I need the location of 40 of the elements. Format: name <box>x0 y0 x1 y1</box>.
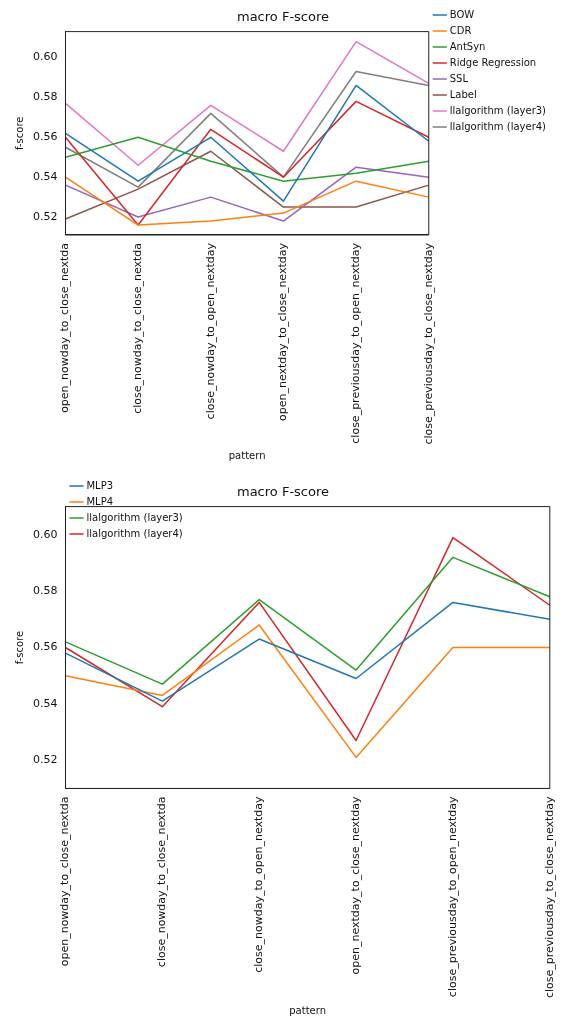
legend-label: CDR <box>449 24 472 36</box>
legend-label: Label <box>449 88 477 100</box>
legend-label: llalgorithm (layer4) <box>86 527 183 539</box>
x-tick-label: open_nowday_to_close_nextda <box>58 243 72 413</box>
y-tick-label: 0.54 <box>32 696 58 710</box>
legend-label: Ridge Regression <box>449 56 537 68</box>
y-tick-label: 0.56 <box>32 130 58 144</box>
legend-label: BOW <box>449 8 475 20</box>
x-tick-label: close_previousday_to_close_nextday <box>542 795 556 999</box>
y-axis-title: f-score <box>13 116 25 151</box>
legend-label: llalgorithm (layer3) <box>86 511 183 523</box>
x-tick-label: open_nextday_to_close_nextday <box>276 242 290 422</box>
x-tick-label: close_nowday_to_open_nextday <box>252 795 266 973</box>
y-axis-title: f-score <box>13 630 25 665</box>
x-tick-label: close_previousday_to_open_nextday <box>348 242 362 444</box>
y-tick-label: 0.58 <box>32 584 58 598</box>
x-tick-label: close_previousday_to_open_nextday <box>445 795 459 998</box>
legend-label: MLP3 <box>86 479 114 491</box>
y-tick-label: 0.52 <box>32 753 58 767</box>
x-tick-label: open_nowday_to_close_nextda <box>58 796 72 967</box>
legend-label: llalgorithm (layer3) <box>449 104 547 116</box>
chart-title: macro F-score <box>236 484 330 500</box>
legend-label: MLP4 <box>86 495 114 507</box>
x-tick-label: close_nowday_to_open_nextday <box>203 242 217 420</box>
y-tick-label: 0.54 <box>32 170 58 184</box>
y-tick-label: 0.58 <box>32 90 58 104</box>
x-tick-label: open_nextday_to_close_nextday <box>348 795 362 975</box>
legend-label: SSL <box>449 72 469 84</box>
x-axis-title: pattern <box>228 449 266 461</box>
x-tick-label: close_previousday_to_close_nextday <box>421 242 435 445</box>
y-tick-label: 0.60 <box>32 50 58 64</box>
y-tick-label: 0.56 <box>32 640 58 654</box>
x-tick-label: close_nowday_to_close_nextda <box>131 243 144 414</box>
y-tick-label: 0.60 <box>32 527 58 541</box>
x-axis-title: pattern <box>289 1004 327 1016</box>
legend-label: AntSyn <box>449 40 486 52</box>
legend-label: llalgorithm (layer4) <box>449 120 547 132</box>
y-tick-label: 0.52 <box>32 209 58 223</box>
x-tick-label: close_nowday_to_close_nextda <box>155 796 169 968</box>
chart-title: macro F-score <box>236 9 330 25</box>
